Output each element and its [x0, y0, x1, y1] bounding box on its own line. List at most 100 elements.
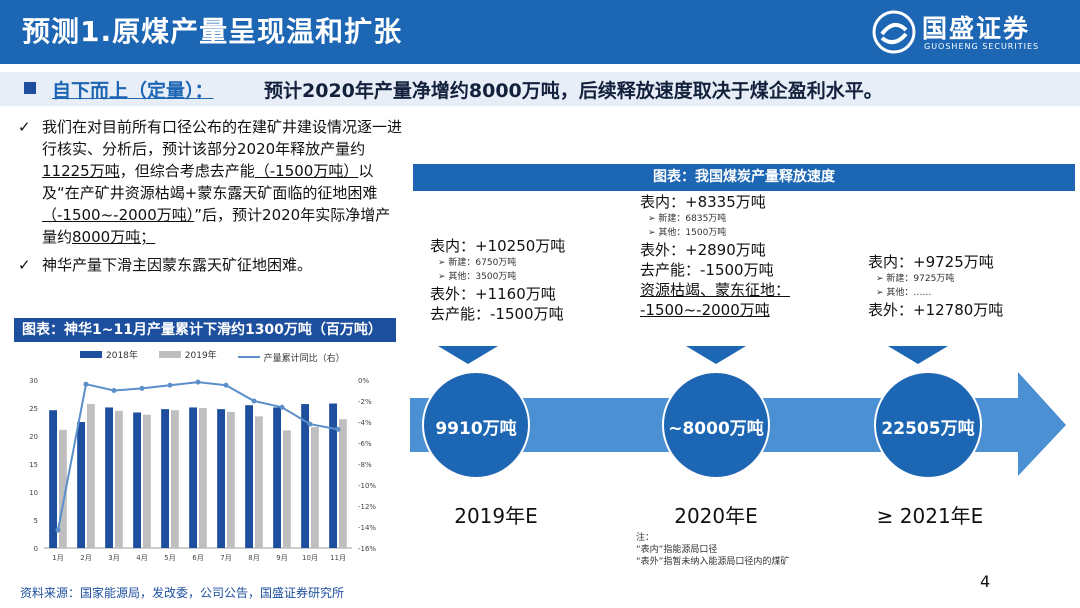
note-1-text-1: 我们在对目前所有口径公布的在建矿井建设情况逐一进行核实、分析后，预计该部分202… — [42, 118, 403, 158]
stage-info-line: 资源枯竭、蒙东征地： — [640, 281, 791, 299]
note-1-u-4: 8000万吨； — [72, 228, 156, 246]
x-tick-label: 11月 — [330, 554, 346, 562]
y-left-tick-label: 10 — [29, 489, 38, 497]
bar-2018 — [161, 409, 169, 548]
stage-info-line: ➢ 新建：9725万吨 — [876, 274, 955, 284]
yoy-point — [307, 421, 313, 427]
subheader-text: 预计2020年产量净增约8000万吨，后续释放速度取决于煤企盈利水平。 — [264, 80, 883, 102]
note-1-u-2: （-1500万吨） — [254, 162, 359, 180]
x-tick-label: 9月 — [276, 554, 287, 562]
y-left-tick-label: 25 — [29, 405, 38, 413]
note-2-text: 神华产量下滑主因蒙东露天矿征地困难。 — [42, 256, 313, 274]
stage-value-2020: ~8000万吨 — [668, 419, 764, 439]
shenhua-production-chart: 0 5 10 15 20 25 30 0% -2% -4% -6% -8% -10% -12% -14% -1… — [29, 377, 376, 562]
y-right-tick-label: -14% — [358, 524, 376, 532]
x-tick-label: 5月 — [164, 554, 175, 562]
stage-info-line: 去产能：-1500万吨 — [640, 261, 774, 279]
bar-2018 — [273, 407, 281, 548]
stage-info-line: ➢ 其他：1500万吨 — [648, 228, 727, 238]
x-tick-label: 8月 — [248, 554, 259, 562]
pointer-2019 — [438, 346, 498, 364]
x-tick-label: 10月 — [302, 554, 318, 562]
bar-2019 — [59, 429, 67, 548]
notes-line-2: “表外”指暂未纳入能源局口径内的煤矿 — [636, 557, 790, 567]
bar-2018 — [217, 409, 225, 548]
x-tick-label: 7月 — [220, 554, 231, 562]
stage-info-2020: 表内：+8335万吨 ➢ 新建：6835万吨 ➢ 其他：1500万吨 表外：+2890… — [640, 192, 790, 320]
source-text: 资料来源：国家能源局，发改委，公司公告，国盛证券研究所 — [20, 586, 345, 600]
main-chart-title: 图表：我国煤炭产量释放速度 — [413, 164, 1075, 191]
y-left-tick-label: 0 — [34, 545, 38, 553]
stage-info-line: 表内：+10250万吨 — [430, 237, 566, 255]
bar-2018 — [105, 407, 113, 548]
legend-label-2019: 2019年 — [184, 351, 217, 361]
stage-circle-2019 — [422, 371, 530, 479]
stage-value-2021: 22505万吨 — [881, 419, 975, 439]
legend-item-2019: 2019年 — [158, 348, 217, 361]
notes-label: 注： — [636, 533, 655, 543]
yoy-point — [111, 388, 117, 393]
timeline-arrow — [410, 371, 1066, 479]
logo-icon — [872, 10, 916, 54]
note-1-text-2: ，但综合考虑去产能 — [119, 162, 255, 180]
check-icon: ✓ — [18, 256, 31, 274]
bar-2018 — [189, 407, 197, 548]
x-tick-label: 4月 — [136, 554, 147, 562]
stage-info-line: ➢ 新建：6835万吨 — [648, 214, 727, 224]
subheader-bullet-icon — [24, 82, 36, 94]
page-title: 预测1.原煤产量呈现温和扩张 — [22, 15, 403, 48]
legend-label-2018: 2018年 — [106, 351, 138, 361]
subheader-label: 自下而上（定量）： — [52, 80, 214, 102]
y-left-tick-label: 5 — [34, 517, 38, 525]
bar-2019 — [283, 430, 291, 548]
note-2: ✓ 神华产量下滑主因蒙东露天矿征地困难。 — [18, 254, 402, 276]
yoy-point — [55, 527, 61, 533]
left-notes: ✓ 我们在对目前所有口径公布的在建矿井建设情况逐一进行核实、分析后，预计该部分2… — [18, 116, 402, 276]
bar-2019 — [143, 414, 151, 548]
yoy-point — [223, 382, 229, 388]
bar-2019 — [255, 416, 263, 548]
page-number: 4 — [980, 572, 991, 591]
yoy-point — [251, 398, 257, 404]
yoy-line — [57, 381, 339, 531]
x-tick-label: 3月 — [108, 554, 119, 562]
stage-info-2019: 表内：+10250万吨 ➢ 新建：6750万吨 ➢ 其他：3500万吨 表外：+116… — [430, 236, 565, 324]
y-left-tick-label: 30 — [29, 377, 38, 385]
bar-2019 — [115, 410, 123, 548]
bar-2019 — [87, 404, 95, 548]
stage-info-line: ➢ 新建：6750万吨 — [438, 258, 517, 268]
legend-swatch-2019 — [158, 351, 181, 358]
x-tick-label: 6月 — [192, 554, 203, 562]
y-right-tick-label: -16% — [358, 545, 376, 553]
bar-2019 — [199, 408, 207, 548]
bar-2018 — [329, 403, 337, 548]
legend-label-yoy: 产量累计同比（右） — [263, 353, 345, 364]
x-tick-label: 1月 — [52, 554, 63, 562]
chart-legend: 2018年 2019年 产量累计同比（右） — [80, 348, 363, 364]
bar-2019 — [311, 427, 319, 548]
y-right-tick-label: -6% — [358, 440, 372, 448]
stage-value-2019: 9910万吨 — [435, 419, 517, 439]
yoy-point — [279, 404, 285, 410]
stage-year-2020: 2020年E — [674, 504, 758, 528]
legend-swatch-2018 — [80, 351, 102, 358]
yoy-point — [83, 381, 89, 387]
stage-info-line: ➢ 其他：…… — [876, 288, 932, 298]
logo-english: GUOSHENG SECURITIES — [924, 42, 1040, 51]
stage-circle-2020 — [662, 371, 770, 479]
y-right-tick-label: -10% — [358, 482, 376, 490]
stage-info-line: 表外：+2890万吨 — [640, 241, 766, 259]
bar-2019 — [339, 419, 347, 548]
yoy-point — [335, 426, 341, 432]
pointer-2021 — [888, 346, 948, 364]
y-right-tick-label: -4% — [358, 419, 372, 427]
bar-2018 — [133, 412, 141, 548]
note-1-text-4: ”后，预计2020年实际净增产量约 — [42, 206, 391, 246]
y-right-tick-label: -8% — [358, 461, 372, 469]
inner-chart-title: 图表：神华1~11月产量累计下滑约1300万吨（百万吨） — [14, 318, 396, 342]
check-icon: ✓ — [18, 118, 31, 136]
stage-circle-2021 — [874, 371, 982, 479]
note-1-u-1: 11225万吨 — [42, 162, 120, 180]
y-left-tick-label: 15 — [29, 461, 38, 469]
logo-name: 国盛证券 — [922, 14, 1031, 43]
